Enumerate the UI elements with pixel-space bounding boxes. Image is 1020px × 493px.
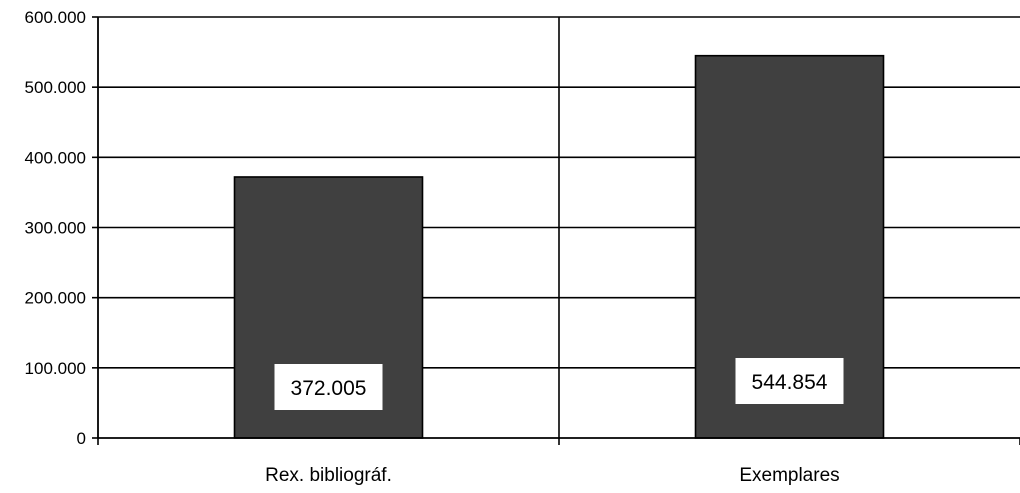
y-tick-label: 100.000: [25, 359, 86, 378]
data-label: 372.005: [274, 364, 383, 410]
data-label: 544.854: [735, 358, 844, 404]
y-tick-label: 600.000: [25, 8, 86, 27]
data-labels: 372.005 544.854: [274, 358, 844, 410]
y-tick-label: 300.000: [25, 219, 86, 238]
y-axis-ticks: 0 100.000 200.000 300.000 400.000 500.000 600.…: [25, 8, 98, 448]
data-label-text: 372.005: [291, 377, 367, 400]
data-label-box: [274, 364, 383, 410]
data-label-text: 544.854: [752, 371, 828, 394]
data-label-box: [735, 358, 844, 404]
y-tick-label: 0: [77, 429, 86, 448]
y-tick-label: 200.000: [25, 289, 86, 308]
y-tick-label: 400.000: [25, 148, 86, 167]
x-category-label: Rex. bibliográf.: [265, 465, 392, 486]
x-category-label: Exemplares: [739, 465, 839, 486]
x-axis-labels: Rex. bibliográf. Exemplares: [265, 465, 840, 486]
y-tick-label: 500.000: [25, 78, 86, 97]
